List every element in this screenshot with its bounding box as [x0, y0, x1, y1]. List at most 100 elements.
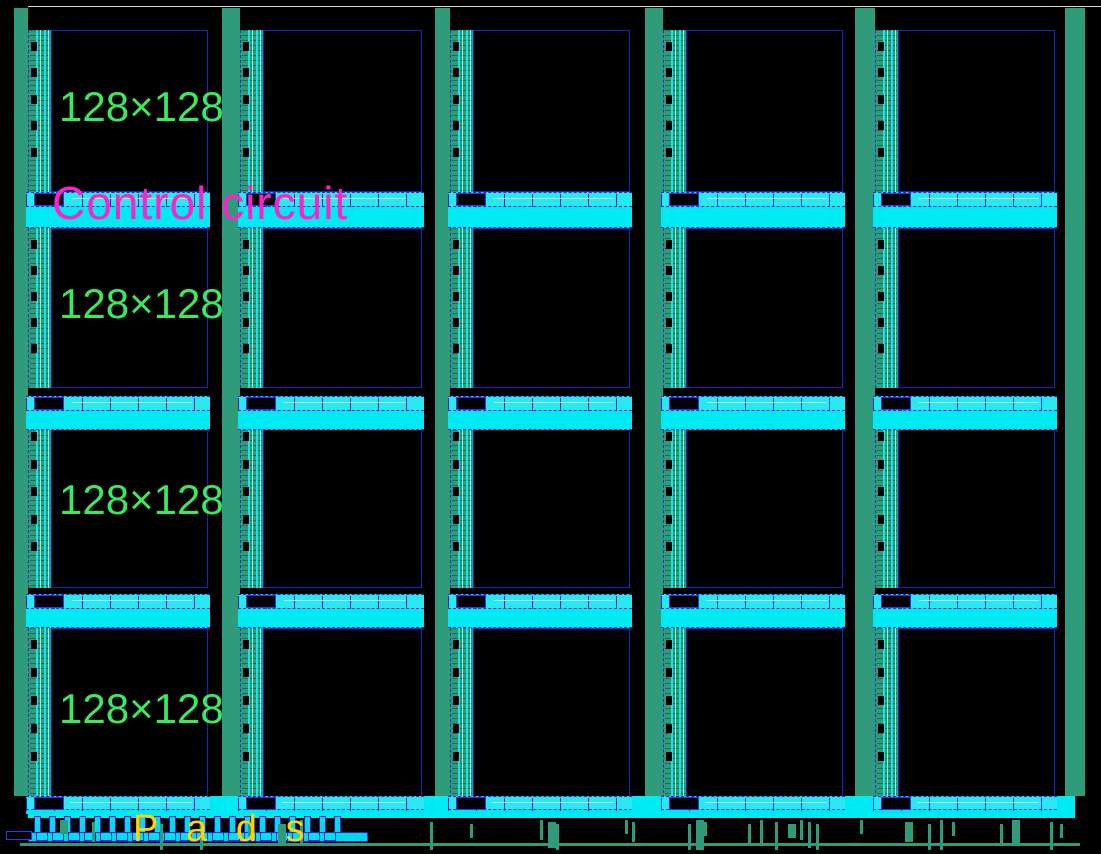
- layout-bottom-frame: [0, 850, 1101, 854]
- pad-cell-0[interactable]: [36, 832, 48, 841]
- decoder-metal-line-1: [887, 30, 888, 192]
- memory-macro-c0-r3[interactable]: 128×128: [50, 628, 224, 798]
- memory-macro-c2-r3[interactable]: [472, 628, 630, 798]
- pad-io-tick-2: [160, 824, 163, 850]
- decoder-contact-0: [453, 432, 459, 441]
- control-circuit-band-c3-b1[interactable]: [661, 396, 845, 430]
- band-dash-line: [919, 402, 1039, 403]
- decoder-contact-0: [243, 432, 249, 441]
- decoder-metal-line-2: [679, 30, 681, 192]
- band-tick-marks: [873, 798, 1057, 811]
- pad-cell-14[interactable]: [260, 832, 272, 841]
- decoder-contact-3: [243, 724, 249, 733]
- memory-macro-c4-r3[interactable]: [897, 628, 1055, 798]
- pad-cell-6[interactable]: [132, 832, 144, 841]
- memory-macro-c1-r3[interactable]: [262, 628, 422, 798]
- decoder-metal-line-1: [675, 628, 676, 798]
- pad-cell-1[interactable]: [52, 832, 64, 841]
- decoder-metal-line-3: [683, 420, 684, 588]
- control-circuit-band-c1-b1[interactable]: [238, 396, 424, 430]
- pad-band-lane-c0[interactable]: [26, 796, 210, 814]
- decoder-metal-line-3: [895, 228, 896, 388]
- decoder-contact-3: [878, 318, 884, 327]
- decoder-contact-4: [243, 147, 249, 157]
- memory-macro-c4-r2[interactable]: [897, 420, 1055, 588]
- memory-macro-c3-r0[interactable]: [685, 30, 843, 192]
- control-circuit-band-c0-b1[interactable]: [26, 396, 210, 430]
- memory-macro-c1-r1[interactable]: [262, 228, 422, 388]
- decoder-metal-line-0: [458, 30, 460, 192]
- band-lower-lane: [448, 609, 632, 628]
- decoder-contact-1: [666, 459, 672, 469]
- pad-cell-18[interactable]: [324, 832, 336, 841]
- decoder-metal-line-0: [671, 420, 673, 588]
- memory-macro-c3-r2[interactable]: [685, 420, 843, 588]
- decoder-metal-line-0: [248, 30, 250, 192]
- pad-band-lane-c4[interactable]: [873, 796, 1057, 814]
- control-circuit-band-c4-b1[interactable]: [873, 396, 1057, 430]
- decoder-contact-2: [666, 696, 672, 705]
- band-upper-lane: [448, 796, 632, 811]
- control-circuit-band-c3-b2[interactable]: [661, 594, 845, 628]
- decoder-metal-line-1: [462, 628, 463, 798]
- pad-cell-2[interactable]: [68, 832, 80, 841]
- decoder-contact-2: [878, 487, 884, 497]
- pad-cell-5[interactable]: [116, 832, 128, 841]
- decoder-metal-line-0: [671, 628, 673, 798]
- memory-macro-c3-r3[interactable]: [685, 628, 843, 798]
- control-circuit-band-c1-b2[interactable]: [238, 594, 424, 628]
- control-circuit-band-c2-b0[interactable]: [448, 192, 632, 228]
- pad-cell-8[interactable]: [164, 832, 176, 841]
- decoder-contact-3: [453, 514, 459, 524]
- decoder-contact-4: [666, 542, 672, 552]
- memory-macro-c0-r0[interactable]: 128×128: [50, 30, 224, 192]
- memory-macro-c2-r2[interactable]: [472, 420, 630, 588]
- control-circuit-band-c2-b2[interactable]: [448, 594, 632, 628]
- decoder-metal-line-3: [260, 420, 261, 588]
- control-circuit-band-c2-b1[interactable]: [448, 396, 632, 430]
- band-lower-lane: [873, 411, 1057, 430]
- control-circuit-band-c4-b0[interactable]: [873, 192, 1057, 228]
- pad-band-lane-c2[interactable]: [448, 796, 632, 814]
- pad-cell-11[interactable]: [212, 832, 224, 841]
- pad-cell-16[interactable]: [292, 832, 304, 841]
- memory-macro-c4-r1[interactable]: [897, 228, 1055, 388]
- memory-macro-c0-r1[interactable]: 128×128: [50, 228, 224, 388]
- decoder-contact-0: [31, 240, 37, 249]
- control-circuit-band-c3-b0[interactable]: [661, 192, 845, 228]
- pad-io-tick-21: [800, 820, 803, 840]
- memory-macro-c1-r0[interactable]: [262, 30, 422, 192]
- decoder-metal-line-3: [470, 30, 471, 192]
- pad-io-tick-7: [430, 822, 433, 854]
- memory-macro-c2-r1[interactable]: [472, 228, 630, 388]
- memory-macro-c3-r1[interactable]: [685, 228, 843, 388]
- decoder-contact-0: [878, 240, 884, 249]
- memory-macro-c1-r2[interactable]: [262, 420, 422, 588]
- decoder-contact-2: [453, 94, 459, 104]
- pad-band-lane-c1[interactable]: [238, 796, 424, 814]
- pad-cell-12[interactable]: [228, 832, 240, 841]
- control-circuit-band-c0-b0[interactable]: [26, 192, 210, 228]
- band-tick-marks: [238, 596, 424, 609]
- band-control-cell: [669, 193, 699, 206]
- memory-macro-c0-r2[interactable]: 128×128: [50, 420, 224, 588]
- pad-cell-7[interactable]: [148, 832, 160, 841]
- control-circuit-band-c1-b0[interactable]: [238, 192, 424, 228]
- memory-macro-c4-r0[interactable]: [897, 30, 1055, 192]
- decoder-contact-4: [878, 344, 884, 353]
- control-circuit-band-c4-b2[interactable]: [873, 594, 1057, 628]
- pad-cell-3[interactable]: [84, 832, 96, 841]
- pad-cell-9[interactable]: [180, 832, 192, 841]
- pad-io-tick-24: [860, 820, 863, 834]
- pad-cell-17[interactable]: [308, 832, 320, 841]
- decoder-metal-line-1: [462, 30, 463, 192]
- pad-cell-4[interactable]: [100, 832, 112, 841]
- control-circuit-band-c0-b2[interactable]: [26, 594, 210, 628]
- band-tick-marks: [448, 194, 632, 207]
- band-dash-line: [494, 402, 614, 403]
- decoder-contact-0: [243, 640, 249, 649]
- decoder-contact-4: [31, 147, 37, 157]
- pad-band-lane-c3[interactable]: [661, 796, 845, 814]
- memory-macro-c2-r0[interactable]: [472, 30, 630, 192]
